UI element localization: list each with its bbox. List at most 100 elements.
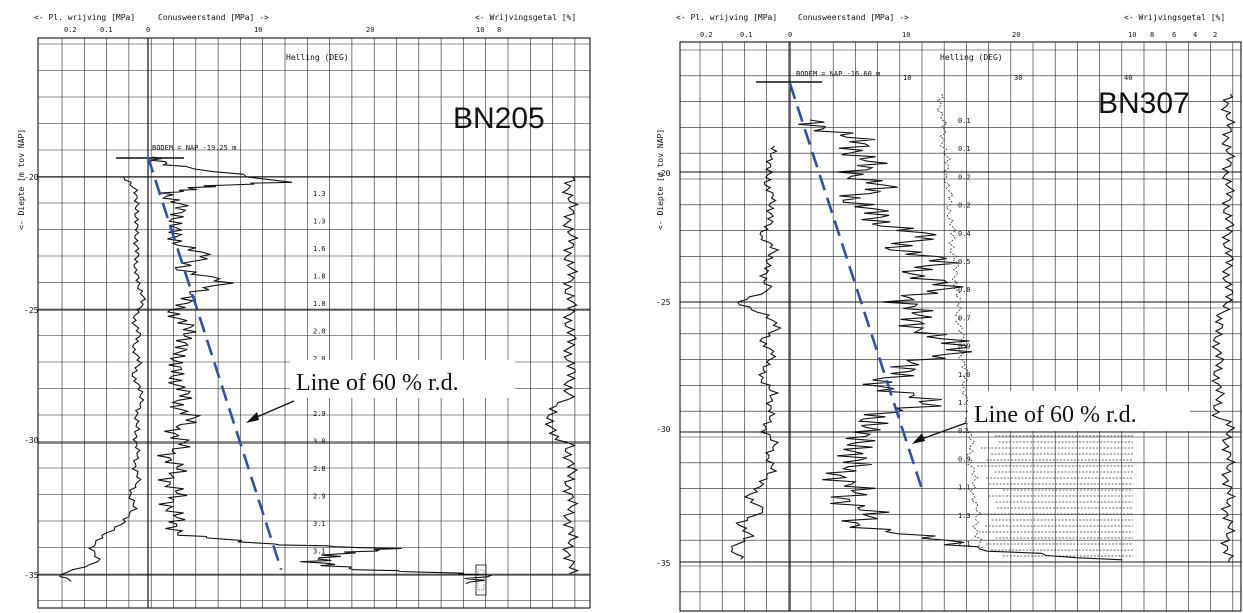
helling-value: 0.9	[958, 455, 971, 463]
soil-surface-label: BODEM = NAP -19.25 m	[152, 144, 236, 152]
arrow-head	[246, 412, 259, 423]
rd-60-line	[146, 156, 283, 571]
tick-label: 4	[1193, 31, 1197, 39]
plot-frame	[679, 41, 1242, 612]
chart-title: BN307	[1098, 87, 1190, 120]
tick-label: 10	[1128, 31, 1136, 39]
helling-value: 1.8	[313, 273, 326, 281]
helling-trace	[936, 93, 985, 550]
depth-tick: -35	[24, 571, 39, 580]
hatched-ratio-block	[977, 435, 1133, 563]
ratio-ticks: 10 8 6 4 2	[1128, 31, 1217, 39]
tick-label: 10	[254, 26, 262, 34]
friction-ticks: 0.2 0.1 0	[700, 31, 792, 39]
friction-ticks: 0.2 0.1 0	[64, 26, 150, 34]
helling-value: 0.7	[958, 314, 971, 322]
helling-value: 0.2	[958, 173, 971, 181]
helling-value: 1.3	[313, 218, 326, 226]
depth-axis-title: <- Diepte [m tov NAP]	[17, 129, 26, 230]
friction-trace	[59, 176, 147, 582]
friction-ratio-trace	[1210, 93, 1237, 563]
tick-label: 8	[1150, 31, 1154, 39]
helling-value: 0.1	[958, 117, 971, 125]
depth-tick: -35	[656, 559, 671, 568]
cpt-panel-bn307: <- Pl. wrijving [MPa] Conusweerstand [MP…	[656, 13, 1242, 612]
annotation-background	[290, 360, 515, 398]
cpt-panel-bn205: <- Pl. wrijving [MPa] Conusweerstand [MP…	[17, 13, 591, 609]
helling-value: 1.1	[958, 399, 971, 407]
helling-value: 2.0	[313, 328, 326, 336]
friction-ratio-trace	[544, 176, 580, 575]
arrow-head	[912, 433, 925, 444]
helling-axis-title: Helling (DEG)	[286, 53, 349, 62]
friction-trace	[730, 145, 783, 560]
soil-surface-label: BODEM = NAP -16.60 m	[796, 70, 880, 78]
tick-label: 0.2	[700, 31, 713, 39]
ratio-axis-title: <- Wrijvingsgetal [%]	[1124, 13, 1225, 22]
hatched-marker	[475, 564, 487, 596]
helling-value: 0.2	[958, 202, 971, 210]
annotation-arrow	[915, 422, 967, 442]
helling-value: 0.9	[958, 343, 971, 351]
helling-value: 0.5	[958, 258, 971, 266]
tick-label: 0	[146, 26, 150, 34]
helling-value: 0.1	[958, 145, 971, 153]
helling-tick: 30	[1014, 74, 1022, 82]
cone-axis-title: Conusweerstand [MPa] ->	[798, 13, 909, 22]
helling-value: 0.8	[958, 286, 971, 294]
helling-values: 0.1 0.1 0.2 0.2 0.4 0.5 0.8 0.7 0.9 1.0 1.1 0.9 0.9 1…	[958, 117, 971, 548]
helling-value: 3.1	[313, 520, 326, 528]
chart-title: BN205	[453, 102, 545, 135]
depth-tick: -30	[656, 425, 671, 434]
grid	[680, 42, 1241, 611]
depth-tick: -25	[24, 306, 39, 315]
cone-ticks: 10 20	[902, 31, 1020, 39]
helling-value: 2.1	[958, 540, 971, 548]
tick-label: 20	[1012, 31, 1020, 39]
tick-label: 0.1	[100, 26, 113, 34]
helling-tick: 10	[903, 74, 911, 82]
helling-value: 2.8	[313, 465, 326, 473]
annotation-background	[968, 391, 1190, 431]
depth-tick: -20	[24, 173, 39, 182]
tick-label: 0.2	[64, 26, 77, 34]
tick-label: 20	[366, 26, 374, 34]
helling-value: 2.9	[313, 410, 326, 418]
plot-frame	[37, 37, 591, 609]
helling-value: 0.4	[958, 230, 971, 238]
rd-annotation: Line of 60 % r.d.	[974, 402, 1137, 428]
depth-tick: -20	[656, 169, 671, 178]
helling-value: 1.3	[958, 512, 971, 520]
tick-label: 8	[497, 26, 501, 34]
helling-value: 1.8	[313, 300, 326, 308]
depth-axis-title: <- Diepte [m tov NAP]	[656, 129, 665, 230]
rd-60-line	[788, 83, 924, 490]
helling-value: 3.0	[313, 438, 326, 446]
cone-ticks: 10 20	[254, 26, 374, 34]
hatched-marker	[477, 569, 485, 591]
helling-value: 2.0	[313, 355, 326, 363]
tick-label: 10	[902, 31, 910, 39]
helling-value: 1.6	[313, 245, 326, 253]
helling-value: 3.1	[313, 548, 326, 556]
ratio-axis-title: <- Wrijvingsgetal [%]	[475, 13, 576, 22]
depth-tick: -30	[24, 436, 39, 445]
rd-annotation: Line of 60 % r.d.	[296, 370, 459, 396]
ratio-ticks: 10 8	[476, 26, 501, 34]
friction-axis-title: <- Pl. wrijving [MPa]	[34, 13, 135, 22]
helling-value: 1.0	[958, 371, 971, 379]
cone-axis-title: Conusweerstand [MPa] ->	[158, 13, 269, 22]
tick-label: 0.1	[740, 31, 753, 39]
tick-label: 6	[1172, 31, 1176, 39]
helling-axis-title: Helling (DEG)	[940, 53, 1003, 62]
helling-value: 1.3	[313, 190, 326, 198]
helling-tick: 40	[1124, 74, 1132, 82]
tick-label: 0	[788, 31, 792, 39]
depth-tick: -25	[656, 298, 671, 307]
tick-label: 2	[1213, 31, 1217, 39]
friction-axis-title: <- Pl. wrijving [MPa]	[676, 13, 777, 22]
tick-label: 10	[476, 26, 484, 34]
helling-value: 2.9	[313, 493, 326, 501]
cone-resistance-trace	[150, 156, 493, 585]
